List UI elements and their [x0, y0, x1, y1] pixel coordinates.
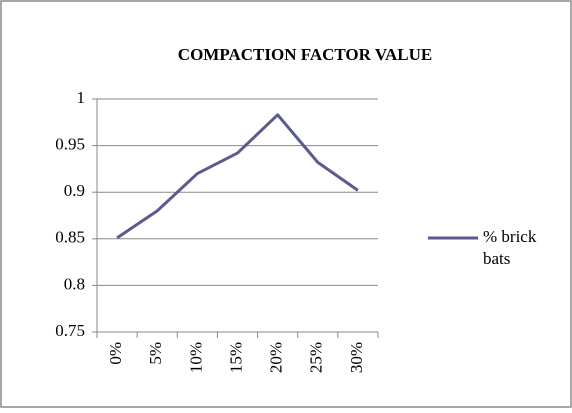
x-tick-label: 25%	[307, 342, 326, 373]
y-tick-label: 0.95	[55, 135, 85, 154]
legend-label: % brick bats	[483, 227, 537, 268]
y-tick-label: 1	[77, 88, 86, 107]
y-tick-label: 0.75	[55, 321, 85, 340]
y-tick-label: 0.9	[64, 181, 85, 200]
data-line	[116, 113, 359, 240]
y-tick-label: 0.85	[55, 228, 85, 247]
x-tick-label: 20%	[267, 342, 286, 373]
x-tick-label: 10%	[186, 342, 205, 373]
chart-title: COMPACTION FACTOR VALUE	[178, 45, 432, 64]
x-tick-label: 30%	[347, 342, 366, 373]
x-tick-label: 15%	[226, 342, 245, 373]
y-tick-label: 0.8	[64, 274, 85, 293]
x-tick-label: 0%	[106, 342, 125, 365]
legend-box: % brick bats	[483, 227, 537, 268]
x-tick-label: 5%	[146, 342, 165, 365]
